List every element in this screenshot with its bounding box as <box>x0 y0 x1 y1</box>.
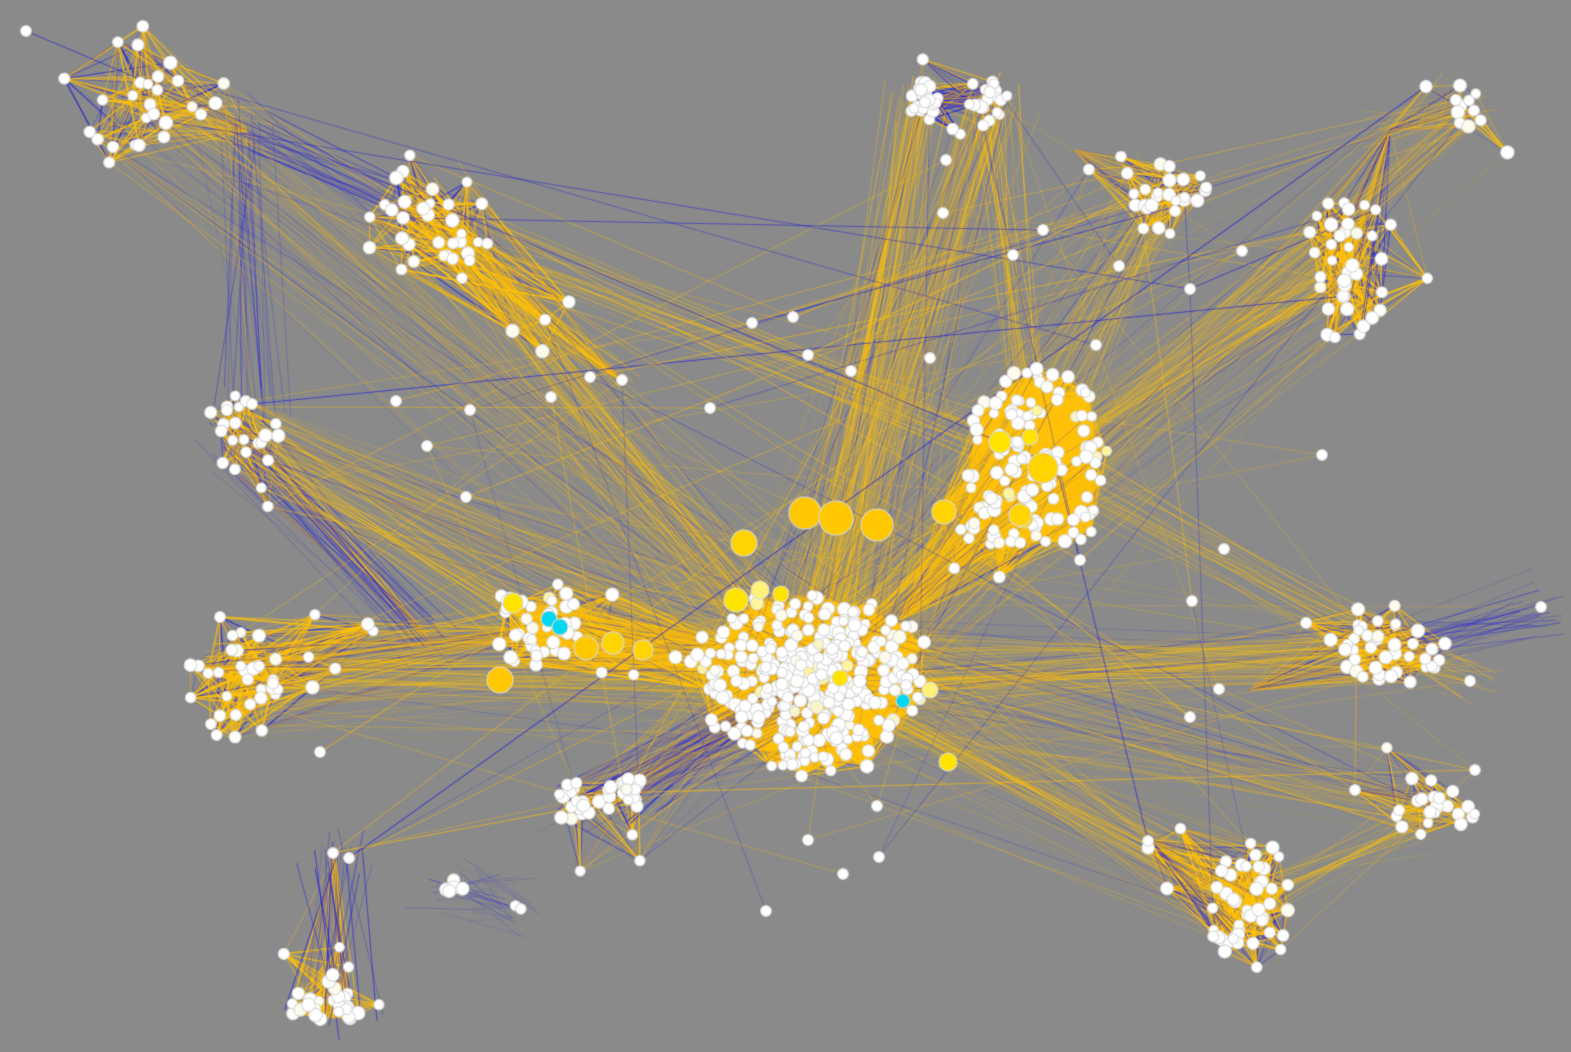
graph-canvas[interactable] <box>0 0 1571 1052</box>
network-graph-visualization <box>0 0 1571 1052</box>
